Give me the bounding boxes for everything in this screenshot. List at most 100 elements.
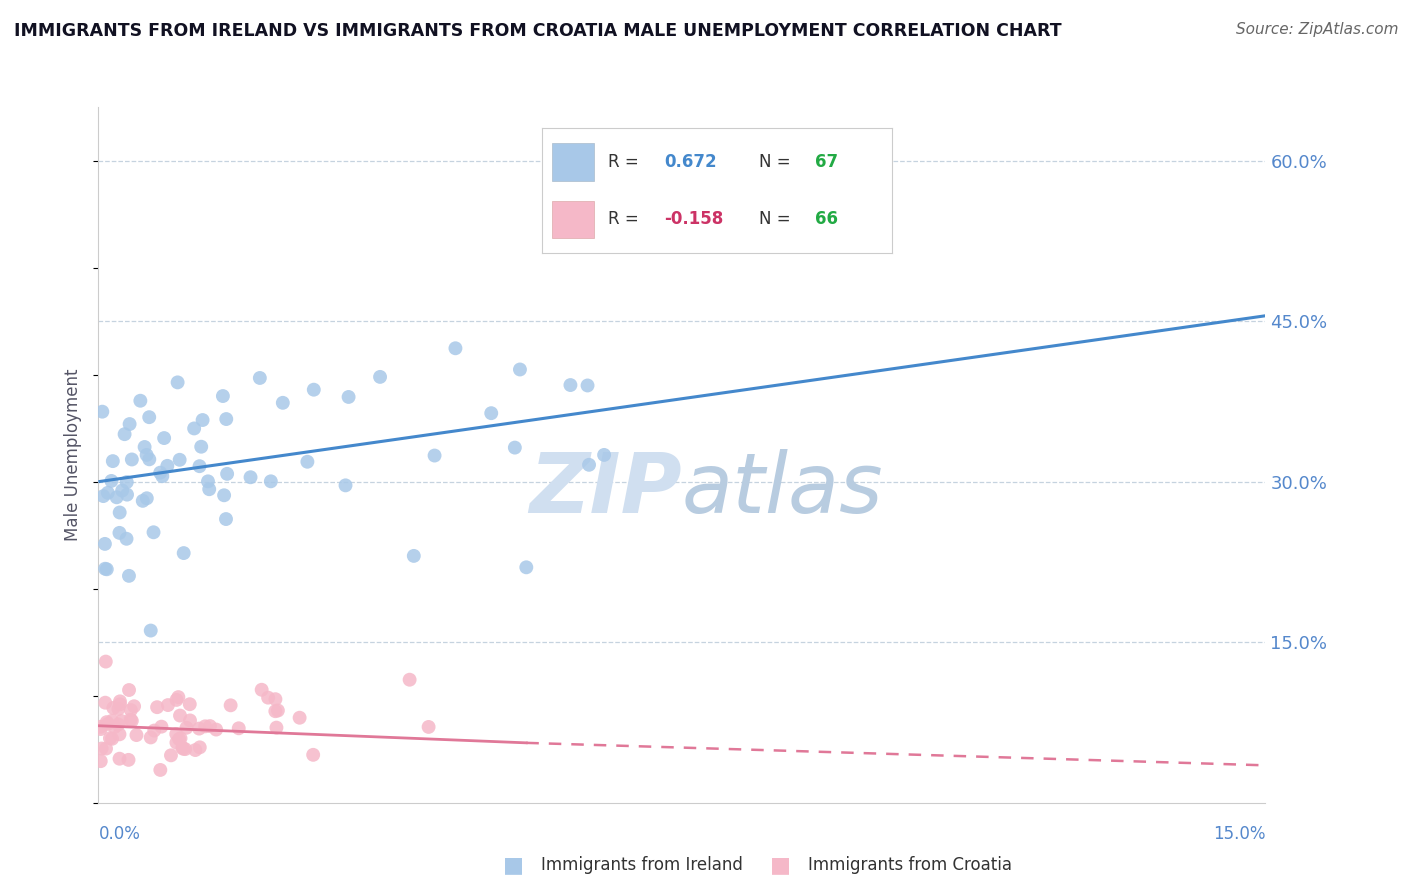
Point [98, 731, 121, 746]
Text: Source: ZipAtlas.com: Source: ZipAtlas.com [1236, 22, 1399, 37]
Point [578, 458, 600, 472]
Point [228, 721, 250, 735]
Point [94, 696, 117, 710]
Point [118, 417, 141, 431]
Point [479, 406, 502, 420]
Point [143, 723, 166, 738]
Point [135, 491, 157, 506]
Point [97, 717, 120, 731]
Point [188, 740, 211, 755]
Point [257, 690, 280, 705]
Point [111, 714, 134, 728]
Point [165, 727, 187, 741]
Point [174, 742, 197, 756]
Point [179, 697, 201, 711]
Point [91, 489, 114, 503]
Point [120, 703, 142, 717]
Point [264, 704, 287, 718]
Point [156, 698, 179, 712]
Point [239, 470, 262, 484]
Point [212, 389, 235, 403]
Point [125, 728, 148, 742]
Point [108, 752, 131, 766]
Point [302, 747, 325, 762]
Point [576, 378, 599, 392]
Point [169, 708, 191, 723]
Point [103, 701, 125, 715]
Point [197, 475, 219, 489]
Text: IMMIGRANTS FROM IRELAND VS IMMIGRANTS FROM CROATIA MALE UNEMPLOYMENT CORRELATION: IMMIGRANTS FROM IRELAND VS IMMIGRANTS FR… [14, 22, 1062, 40]
Point [188, 722, 211, 736]
Point [108, 727, 131, 741]
Point [107, 702, 129, 716]
Point [101, 714, 124, 728]
Point [149, 763, 172, 777]
Point [402, 549, 425, 563]
Point [166, 693, 188, 707]
Point [249, 371, 271, 385]
Point [111, 483, 134, 498]
Point [190, 440, 212, 454]
Point [167, 690, 190, 705]
Point [90, 754, 112, 768]
Point [188, 459, 211, 474]
Point [108, 698, 131, 712]
Point [173, 546, 195, 560]
Point [183, 421, 205, 435]
Point [118, 569, 141, 583]
Point [101, 454, 124, 468]
Point [103, 720, 125, 734]
Point [97, 486, 120, 500]
Point [335, 478, 357, 492]
Text: Immigrants from Croatia: Immigrants from Croatia [808, 856, 1012, 874]
Point [120, 713, 142, 727]
Point [418, 720, 440, 734]
Point [156, 458, 179, 473]
Point [302, 383, 325, 397]
Point [212, 488, 235, 502]
Point [100, 474, 122, 488]
Point [179, 714, 201, 728]
Point [509, 362, 531, 376]
Point [150, 720, 173, 734]
Point [266, 721, 288, 735]
Point [90, 722, 112, 736]
Point [215, 512, 238, 526]
Point [368, 370, 391, 384]
Point [91, 405, 114, 419]
Point [134, 440, 156, 454]
Point [250, 682, 273, 697]
Point [191, 413, 214, 427]
Point [117, 753, 139, 767]
Point [169, 731, 191, 746]
Point [194, 719, 217, 733]
Point [150, 469, 173, 483]
Point [288, 711, 311, 725]
Point [94, 655, 117, 669]
Point [176, 721, 198, 735]
Text: 0.0%: 0.0% [98, 825, 141, 843]
Point [398, 673, 420, 687]
Point [748, 239, 770, 253]
Point [166, 376, 188, 390]
Point [115, 532, 138, 546]
Point [444, 341, 467, 355]
Point [115, 475, 138, 489]
Point [260, 475, 283, 489]
Point [172, 741, 194, 756]
Point [167, 732, 190, 747]
Point [184, 743, 207, 757]
Point [118, 683, 141, 698]
Point [94, 741, 117, 756]
Text: 15.0%: 15.0% [1213, 825, 1265, 843]
Point [96, 715, 118, 730]
Point [105, 491, 128, 505]
Point [219, 698, 242, 713]
Text: ZIP: ZIP [529, 450, 682, 530]
Point [108, 694, 131, 708]
Point [503, 441, 526, 455]
Point [169, 452, 191, 467]
Point [205, 723, 228, 737]
Text: Immigrants from Ireland: Immigrants from Ireland [541, 856, 744, 874]
Point [138, 452, 160, 467]
